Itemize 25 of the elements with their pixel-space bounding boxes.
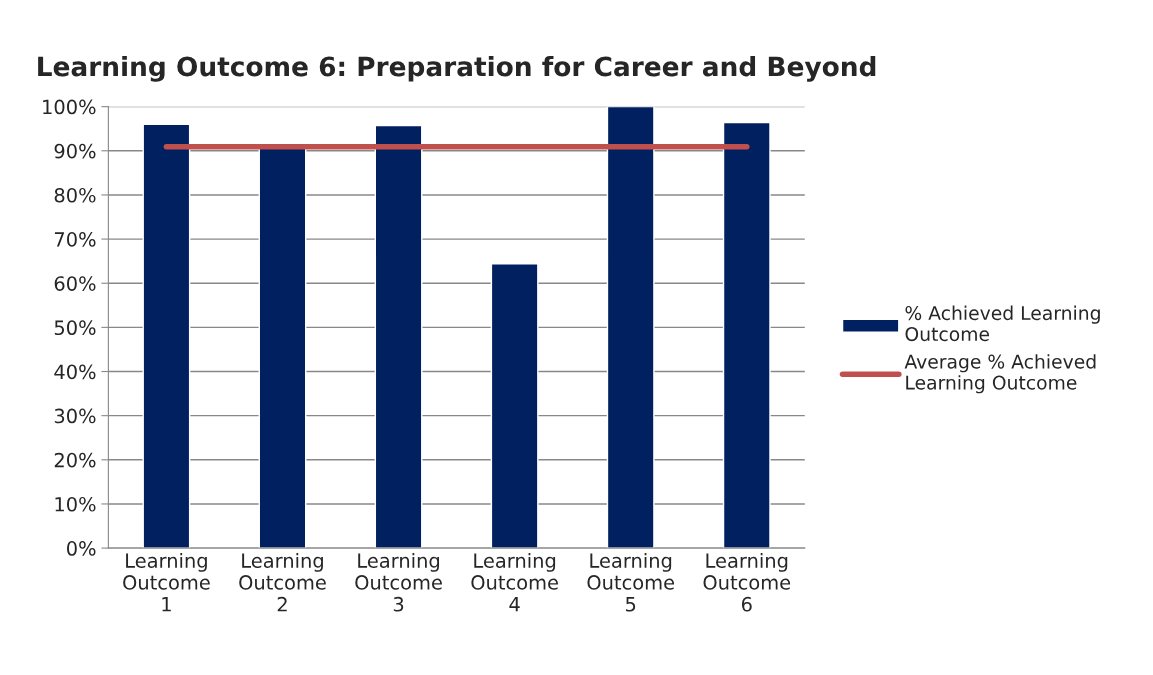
y-tick-label: 10% xyxy=(55,496,96,512)
bar xyxy=(606,106,655,549)
x-tick-label: Learning Outcome 5 xyxy=(587,552,675,612)
x-tick-label: Learning Outcome 3 xyxy=(355,552,442,612)
bar xyxy=(722,121,771,549)
legend-label: % Achieved Learning Outcome xyxy=(905,305,1100,342)
legend-label: Average % Achieved Learning Outcome xyxy=(904,354,1096,394)
x-tick-label: Learning Outcome 6 xyxy=(703,552,791,612)
x-tick-label: Learning Outcome 4 xyxy=(471,552,558,612)
y-tick-label: 20% xyxy=(54,452,96,468)
y-tick-label: 60% xyxy=(54,276,96,291)
bar xyxy=(490,263,539,549)
y-tick-label: 0% xyxy=(67,541,96,556)
y-tick-label: 30% xyxy=(54,408,96,424)
x-tick-label: Learning Outcome 2 xyxy=(239,552,326,612)
bar xyxy=(142,123,191,549)
y-tick-label: 90% xyxy=(54,143,96,159)
y-tick-label: 40% xyxy=(54,364,96,380)
y-tick-label: 70% xyxy=(54,232,96,247)
y-tick-label: 100% xyxy=(43,99,96,115)
bar xyxy=(374,124,423,549)
y-tick-label: 50% xyxy=(54,320,96,336)
y-tick-label: 80% xyxy=(54,187,96,203)
chart-title: Learning Outcome 6: Preparation for Career and Beyond xyxy=(38,56,876,82)
x-tick-label: Learning Outcome 1 xyxy=(123,552,210,612)
